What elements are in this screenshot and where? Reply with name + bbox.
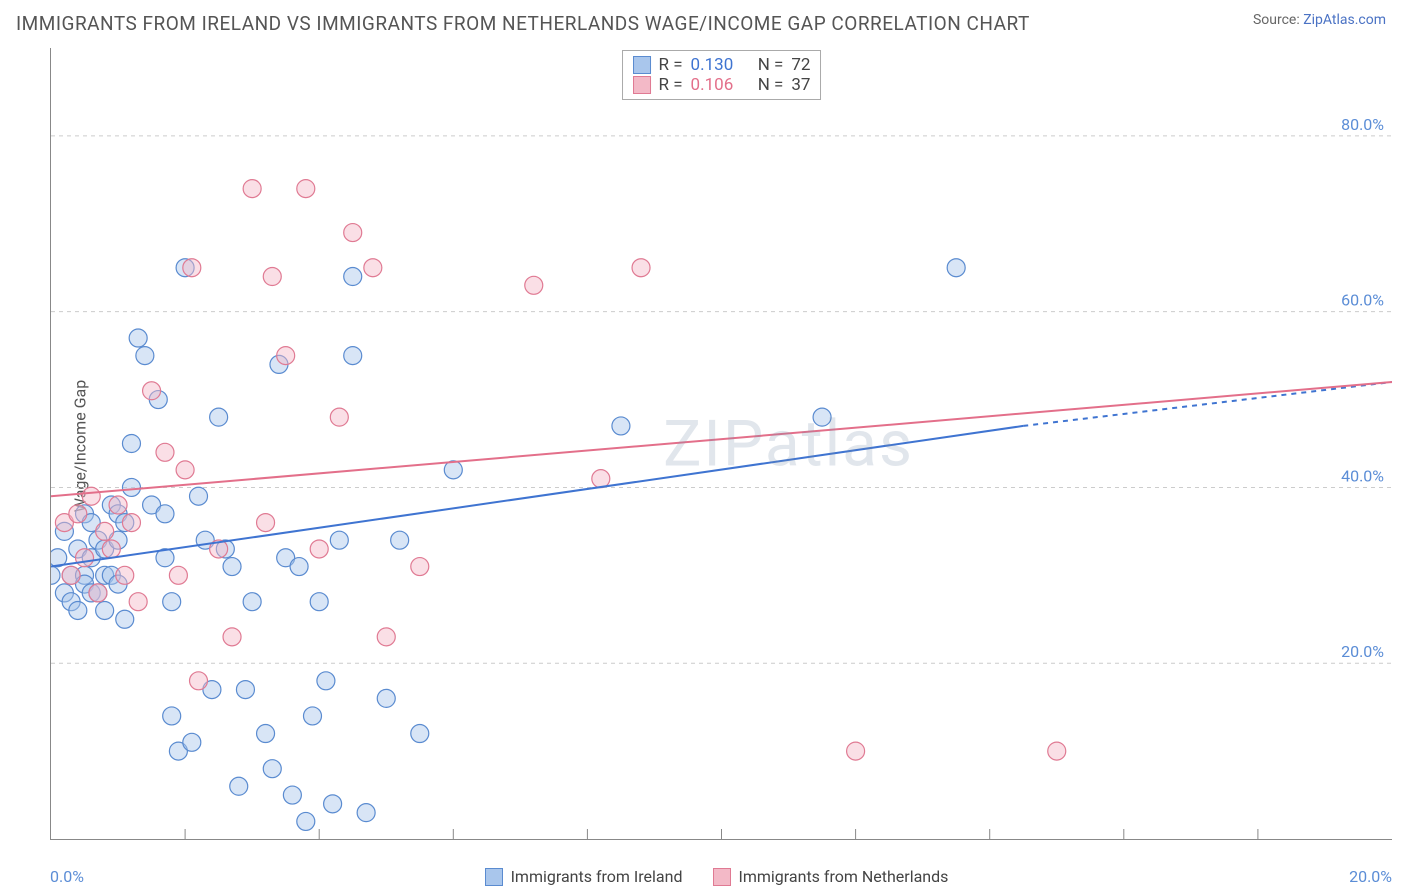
scatter-chart: 20.0% 40.0% 60.0% 80.0% — [51, 48, 1392, 839]
x-axis-start-label: 0.0% — [50, 867, 84, 886]
swatch-ireland — [485, 868, 503, 886]
n-value-netherlands: 37 — [791, 75, 810, 95]
r-value-ireland: 0.130 — [691, 55, 734, 75]
x-axis-end-label: 20.0% — [1349, 867, 1392, 886]
source-attribution: Source: ZipAtlas.com — [1253, 12, 1386, 28]
legend-row-netherlands: R = 0.106 N = 37 — [633, 75, 811, 95]
swatch-netherlands — [713, 868, 731, 886]
n-label: N = — [758, 75, 784, 95]
legend-row-ireland: R = 0.130 N = 72 — [633, 55, 811, 75]
chart-title: IMMIGRANTS FROM IRELAND VS IMMIGRANTS FR… — [16, 12, 1030, 35]
n-value-ireland: 72 — [791, 55, 810, 75]
r-label: R = — [659, 55, 683, 75]
svg-text:20.0%: 20.0% — [1341, 642, 1384, 661]
legend-label-netherlands: Immigrants from Netherlands — [739, 867, 949, 886]
svg-text:60.0%: 60.0% — [1341, 291, 1384, 310]
swatch-ireland — [633, 56, 651, 74]
bottom-legend: 0.0% Immigrants from Ireland Immigrants … — [50, 867, 1392, 886]
legend-item-ireland: Immigrants from Ireland — [485, 867, 683, 886]
legend-item-netherlands: Immigrants from Netherlands — [713, 867, 949, 886]
header: IMMIGRANTS FROM IRELAND VS IMMIGRANTS FR… — [16, 12, 1386, 35]
correlation-legend: R = 0.130 N = 72 R = 0.106 N = 37 — [622, 50, 822, 100]
r-value-netherlands: 0.106 — [691, 75, 734, 95]
plot-area: 20.0% 40.0% 60.0% 80.0% R = 0.130 N = 72 R … — [50, 48, 1392, 840]
swatch-netherlands — [633, 76, 651, 94]
legend-label-ireland: Immigrants from Ireland — [511, 867, 683, 886]
source-prefix: Source: — [1253, 12, 1303, 28]
svg-text:80.0%: 80.0% — [1341, 115, 1384, 134]
source-link[interactable]: ZipAtlas.com — [1303, 12, 1386, 28]
svg-text:40.0%: 40.0% — [1341, 466, 1384, 485]
n-label: N = — [758, 55, 784, 75]
r-label: R = — [659, 75, 683, 95]
series-legend: Immigrants from Ireland Immigrants from … — [485, 867, 949, 886]
